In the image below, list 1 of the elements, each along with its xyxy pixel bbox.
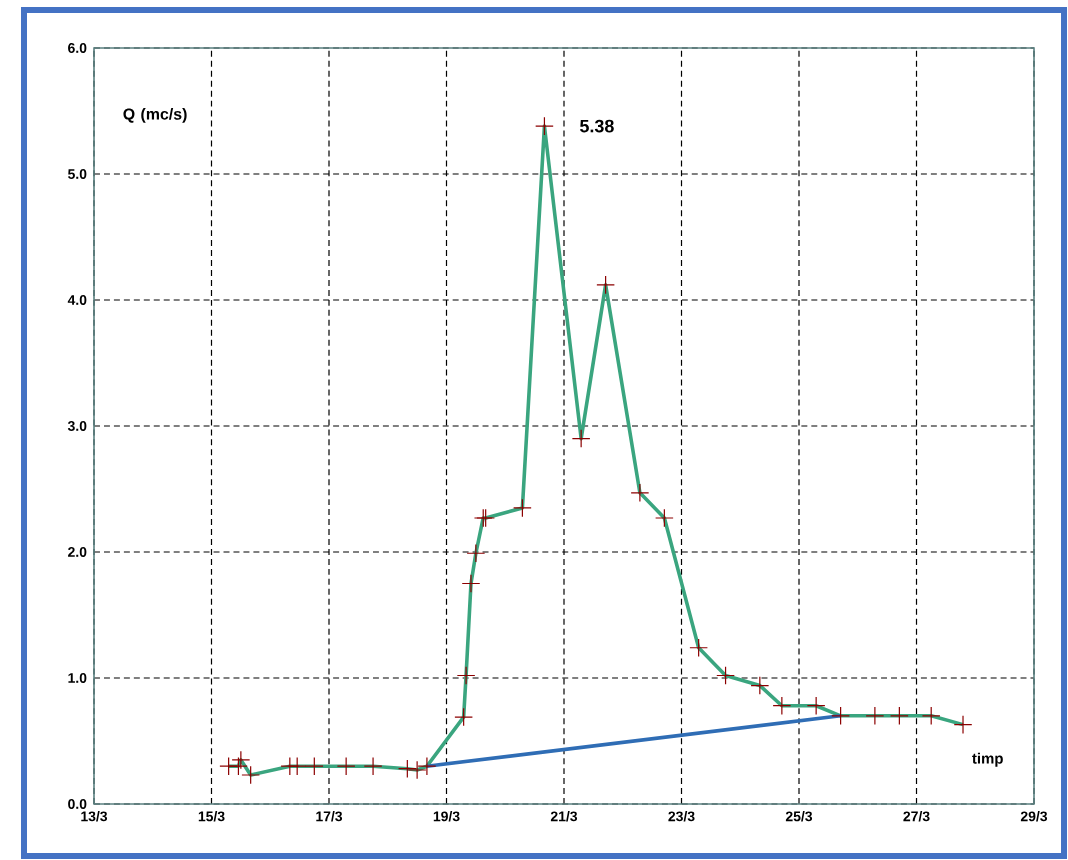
annotation: 5.38 xyxy=(580,119,614,133)
